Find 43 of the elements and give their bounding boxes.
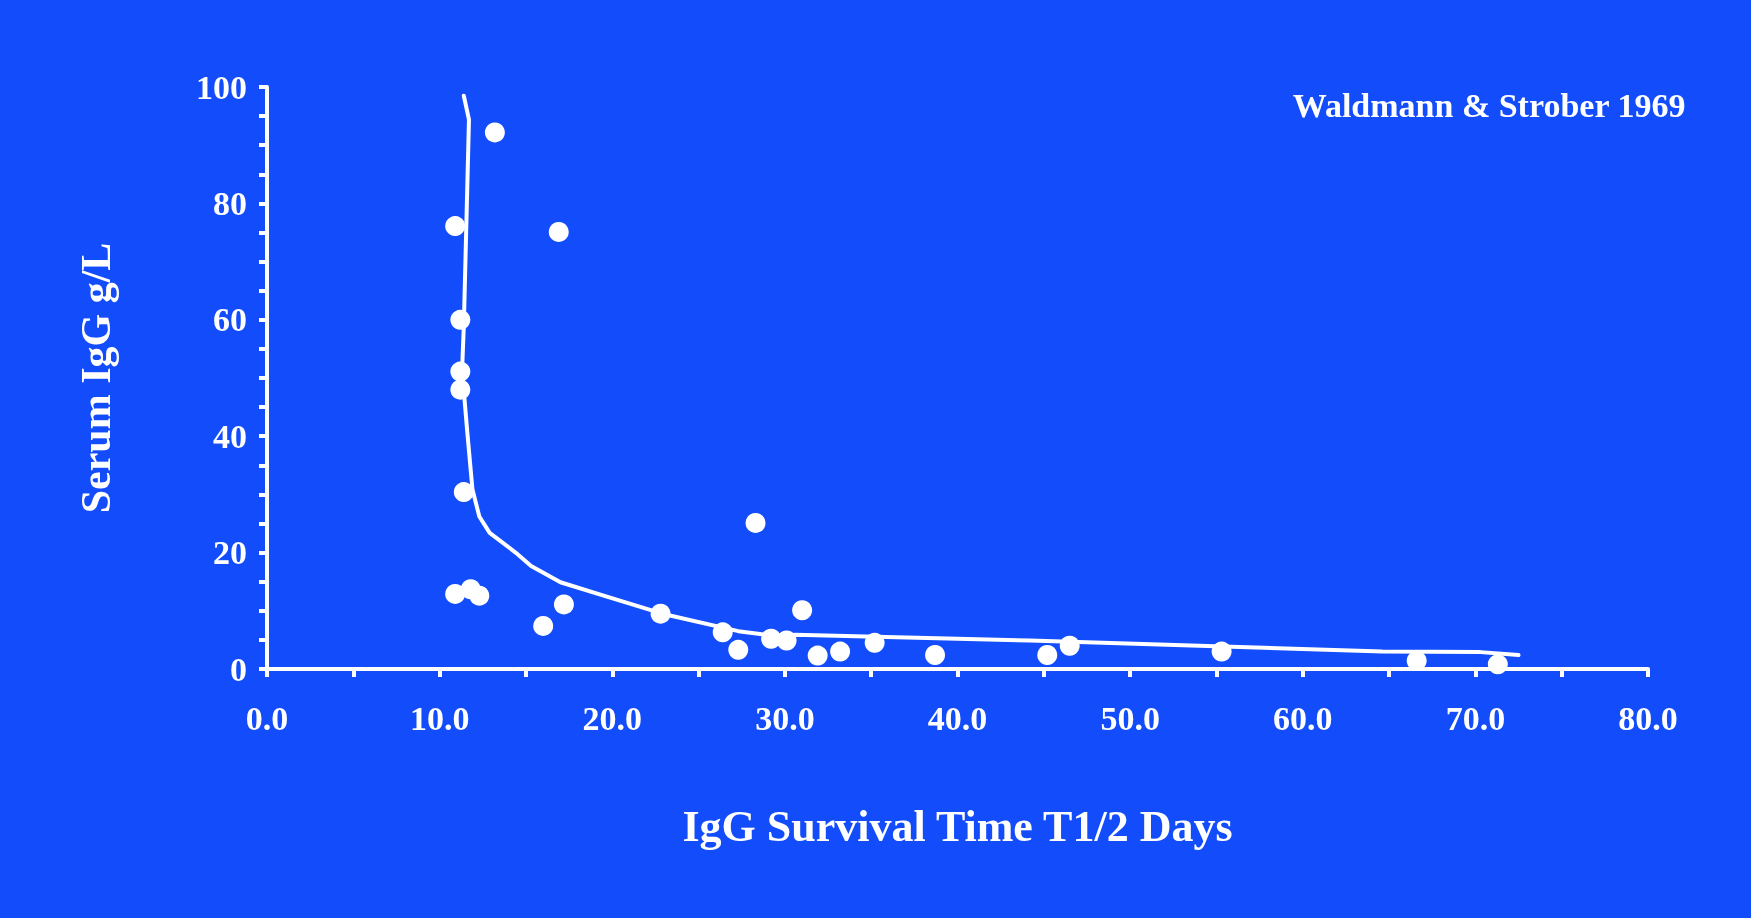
point xyxy=(776,630,797,651)
y-tick-label: 0 xyxy=(230,650,247,688)
point xyxy=(484,122,505,143)
x-tick-label: 40.0 xyxy=(927,699,988,737)
point xyxy=(1037,645,1058,666)
y-tick-label: 60 xyxy=(213,301,247,339)
x-axis-title: IgG Survival Time T1/2 Days xyxy=(682,801,1233,851)
point xyxy=(650,603,671,624)
x-tick-label: 80.0 xyxy=(1618,699,1678,737)
point xyxy=(712,622,733,643)
x-tick-label: 70.0 xyxy=(1445,699,1506,737)
point xyxy=(925,645,946,666)
point xyxy=(1059,635,1080,656)
y-tick-label: 40 xyxy=(213,417,247,455)
x-tick-label: 0.0 xyxy=(245,699,289,737)
y-axis-title: Serum IgG g/L xyxy=(73,242,119,514)
point xyxy=(830,641,851,662)
point xyxy=(533,615,554,636)
x-tick-label: 10.0 xyxy=(409,699,470,737)
x-tick-label: 20.0 xyxy=(582,699,642,737)
x-tick-label: 30.0 xyxy=(755,699,815,737)
point xyxy=(450,309,471,330)
y-tick-label: 100 xyxy=(196,68,247,106)
y-tick-label: 20 xyxy=(213,534,247,572)
point xyxy=(807,645,828,666)
point xyxy=(469,585,490,606)
point xyxy=(1211,641,1232,662)
point xyxy=(445,216,466,237)
x-tick-label: 50.0 xyxy=(1100,699,1160,737)
point xyxy=(553,594,574,615)
x-tick-label: 60.0 xyxy=(1273,699,1333,737)
point xyxy=(450,379,471,400)
point xyxy=(728,639,749,660)
point xyxy=(450,361,471,382)
point xyxy=(864,632,885,653)
point xyxy=(745,512,766,533)
point xyxy=(792,600,813,621)
point xyxy=(445,583,466,604)
point xyxy=(453,482,474,503)
point xyxy=(548,221,569,242)
point xyxy=(1487,654,1508,675)
y-tick-label: 80 xyxy=(213,184,247,222)
annotation: Waldmann & Strober 1969 xyxy=(1292,86,1686,124)
